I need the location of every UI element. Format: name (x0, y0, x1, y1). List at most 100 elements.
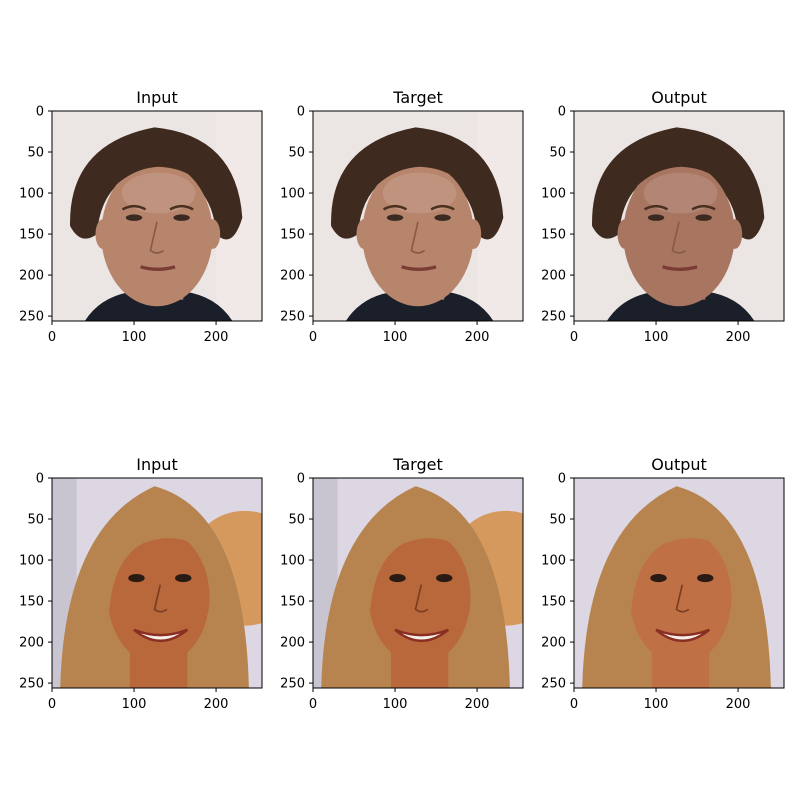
y-tick-label: 0 (297, 105, 305, 120)
x-tick-label: 100 (122, 697, 147, 712)
y-tick-label: 150 (19, 228, 44, 243)
axes-frame (51, 477, 263, 689)
panel-title: Output (651, 455, 707, 474)
y-tick-label: 250 (19, 310, 44, 325)
right-eye (436, 573, 453, 583)
panel-title: Input (136, 455, 177, 474)
woman-face-image (52, 478, 262, 688)
panel-2-target: Target 0 100 200 0 50 100 150 200 250 (280, 455, 524, 712)
x-tick-label: 0 (48, 697, 56, 712)
y-tick-label: 0 (297, 472, 305, 487)
y-tick-label: 150 (280, 595, 305, 610)
left-eye (128, 573, 145, 583)
nose (414, 584, 429, 613)
y-tick-label: 50 (288, 513, 305, 528)
jacket (84, 291, 233, 321)
left-eye (647, 214, 665, 221)
mouth (133, 628, 189, 643)
panel-1-output: Output 0 100 200 0 50 100 150 200 250 (541, 88, 785, 345)
x-tick-label: 200 (465, 697, 490, 712)
right-eye (175, 573, 192, 583)
y-tick-label: 150 (19, 595, 44, 610)
man-face-image (313, 111, 523, 321)
right-eye (173, 214, 190, 221)
y-tick-label: 50 (27, 513, 44, 528)
panel-title: Target (392, 88, 443, 107)
panel-1-target: Target 0 100 200 0 50 100 150 200 250 (280, 88, 524, 345)
y-tick-label: 250 (541, 310, 566, 325)
y-tick-label: 150 (541, 595, 566, 610)
axes-frame (573, 477, 785, 689)
x-tick-label: 200 (726, 697, 751, 712)
y-tick-label: 0 (36, 105, 44, 120)
y-tick-label: 50 (549, 513, 566, 528)
nose (153, 584, 168, 613)
x-tick-label: 200 (726, 330, 751, 345)
mouth (394, 628, 450, 643)
axes-frame (51, 110, 263, 322)
y-tick-label: 50 (288, 146, 305, 161)
x-tick-label: 0 (570, 330, 578, 345)
woman-face-image (574, 478, 784, 688)
y-tick-label: 100 (541, 187, 566, 202)
jacket (606, 291, 755, 321)
x-tick-label: 0 (570, 697, 578, 712)
nose (149, 221, 165, 254)
axes-frame (312, 110, 524, 322)
panel-title: Output (651, 88, 707, 107)
face (362, 161, 474, 307)
y-tick-label: 150 (541, 228, 566, 243)
man-face-image (52, 111, 262, 321)
y-tick-label: 250 (280, 677, 305, 692)
hair (70, 127, 243, 240)
face (101, 161, 213, 307)
y-tick-label: 200 (280, 269, 305, 284)
left-eye (650, 573, 667, 583)
mouth (140, 265, 176, 271)
mouth (662, 265, 698, 271)
x-tick-label: 200 (465, 330, 490, 345)
y-tick-label: 200 (19, 269, 44, 284)
y-tick-label: 0 (36, 472, 44, 487)
y-tick-label: 100 (280, 187, 305, 202)
panel-2-output: Output 0 100 200 0 50 100 150 200 250 (541, 455, 785, 712)
panel-1-input: Input 0 100 200 0 50 100 150 200 250 (19, 88, 263, 345)
nose (671, 221, 687, 254)
mouth (655, 628, 711, 643)
x-tick-label: 100 (383, 697, 408, 712)
nose (410, 221, 426, 254)
x-tick-label: 100 (644, 330, 669, 345)
left-eye (125, 214, 143, 221)
man-face-image (574, 111, 784, 321)
face (623, 161, 735, 307)
y-tick-label: 100 (19, 187, 44, 202)
panel-title: Input (136, 88, 177, 107)
mouth (401, 265, 437, 271)
x-tick-label: 100 (122, 330, 147, 345)
right-eye (697, 573, 714, 583)
jacket (345, 291, 494, 321)
y-tick-label: 50 (27, 146, 44, 161)
right-eye (434, 214, 451, 221)
panel-title: Target (392, 455, 443, 474)
left-eye (386, 214, 404, 221)
woman-face-image (313, 478, 523, 688)
panel-2-input: Input 0 100 200 0 50 100 150 200 250 (19, 455, 263, 712)
hair (592, 127, 765, 240)
y-tick-label: 200 (541, 636, 566, 651)
axes-frame (312, 477, 524, 689)
x-tick-label: 0 (48, 330, 56, 345)
nose (675, 584, 690, 613)
y-tick-label: 0 (558, 472, 566, 487)
y-tick-label: 100 (541, 554, 566, 569)
x-tick-label: 100 (644, 697, 669, 712)
x-tick-label: 100 (383, 330, 408, 345)
y-tick-label: 50 (549, 146, 566, 161)
hair (331, 127, 504, 240)
x-tick-label: 0 (309, 697, 317, 712)
x-tick-label: 200 (204, 697, 229, 712)
x-tick-label: 0 (309, 330, 317, 345)
y-tick-label: 100 (280, 554, 305, 569)
y-tick-label: 250 (541, 677, 566, 692)
